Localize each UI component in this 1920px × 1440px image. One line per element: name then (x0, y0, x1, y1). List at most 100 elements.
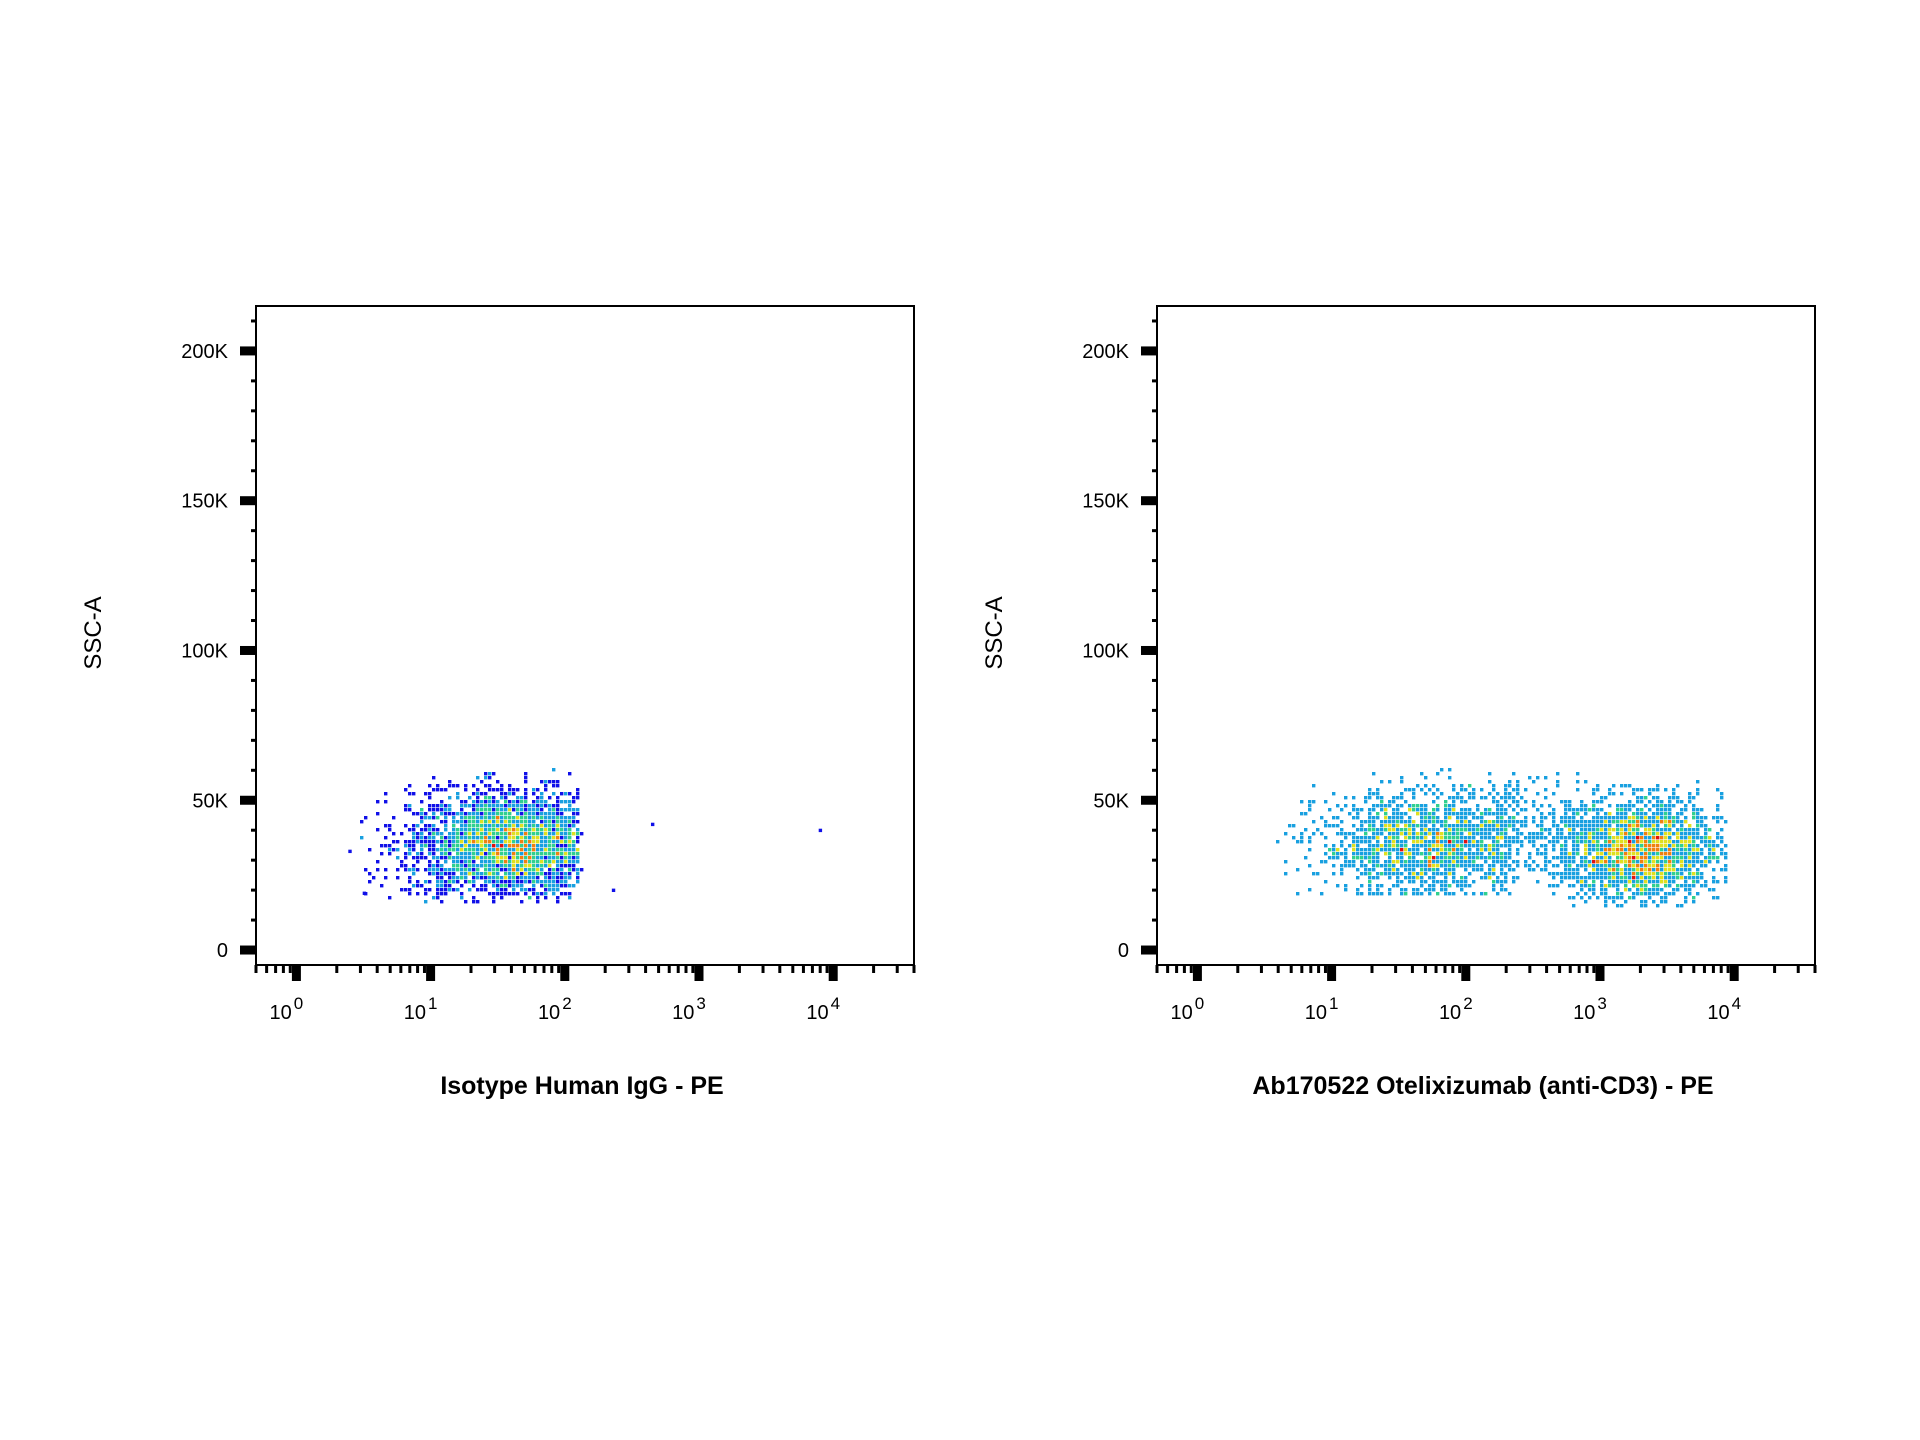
event-dot (1284, 860, 1288, 864)
event-dot (1620, 784, 1624, 788)
event-dot (1432, 784, 1436, 788)
event-dot (1576, 852, 1580, 856)
event-dot (472, 852, 476, 856)
event-dot (1528, 868, 1532, 872)
event-dot (1404, 892, 1408, 896)
event-dot (512, 860, 516, 864)
event-dot (1424, 852, 1428, 856)
event-dot (1696, 832, 1700, 836)
event-dot (1580, 860, 1584, 864)
event-dot (1408, 860, 1412, 864)
event-dot (1540, 852, 1544, 856)
event-dot (564, 884, 568, 888)
event-dot (1672, 804, 1676, 808)
event-dot (440, 844, 444, 848)
event-dot (444, 888, 448, 892)
event-dot (1428, 848, 1432, 852)
event-dot (1384, 816, 1388, 820)
event-dot (424, 844, 428, 848)
event-dot (464, 848, 468, 852)
event-dot (460, 816, 464, 820)
event-dot (1452, 812, 1456, 816)
event-dot (460, 800, 464, 804)
event-dot (1636, 888, 1640, 892)
event-dot (488, 800, 492, 804)
event-dot (1460, 888, 1464, 892)
event-dot (1624, 856, 1628, 860)
event-dot (476, 852, 480, 856)
event-dot (1588, 808, 1592, 812)
event-dot (540, 856, 544, 860)
event-dot (1512, 824, 1516, 828)
event-dot (412, 872, 416, 876)
event-dot (532, 824, 536, 828)
event-dot (1328, 808, 1332, 812)
event-dot (420, 808, 424, 812)
event-dot (1588, 884, 1592, 888)
x-axis: 10 0 10 1 10 2 10 3 10 4 (254, 965, 916, 1024)
event-dot (496, 888, 500, 892)
event-dot (1572, 872, 1576, 876)
event-dot (1368, 888, 1372, 892)
event-dot (488, 808, 492, 812)
event-dot (1652, 900, 1656, 904)
event-dot (1604, 900, 1608, 904)
event-dot (1720, 816, 1724, 820)
event-dot (1708, 888, 1712, 892)
event-dot (1552, 792, 1556, 796)
event-dot (488, 788, 492, 792)
event-dot (1568, 832, 1572, 836)
event-dot (1428, 856, 1432, 860)
event-dot (1436, 788, 1440, 792)
event-dot (508, 872, 512, 876)
event-dot (1564, 848, 1568, 852)
event-dot (1684, 896, 1688, 900)
event-dot (1600, 824, 1604, 828)
event-dot (1436, 860, 1440, 864)
event-dot (428, 840, 432, 844)
event-dot (428, 816, 432, 820)
event-dot (556, 832, 560, 836)
event-dot (528, 824, 532, 828)
event-dot (1456, 844, 1460, 848)
event-dot (496, 780, 500, 784)
event-dot (1484, 796, 1488, 800)
event-dot (1472, 852, 1476, 856)
event-dot (1636, 800, 1640, 804)
event-dot (464, 900, 468, 904)
event-dot (512, 876, 516, 880)
event-dot (1420, 820, 1424, 824)
event-dot (1392, 864, 1396, 868)
event-dot (1616, 860, 1620, 864)
event-dot (504, 808, 508, 812)
event-dot (1472, 880, 1476, 884)
event-dot (484, 800, 488, 804)
event-dot (1344, 888, 1348, 892)
y-tick-label: 100K (181, 640, 228, 662)
event-dot (1408, 852, 1412, 856)
event-dot (480, 852, 484, 856)
event-dot (1664, 788, 1668, 792)
event-dot (1376, 816, 1380, 820)
event-dot (552, 888, 556, 892)
event-dot (1584, 880, 1588, 884)
event-dot (476, 804, 480, 808)
event-dot (1660, 832, 1664, 836)
event-dot (1644, 832, 1648, 836)
event-dot (452, 888, 456, 892)
event-dot (556, 856, 560, 860)
event-dot (1560, 816, 1564, 820)
event-dot (432, 856, 436, 860)
event-dot (1460, 848, 1464, 852)
event-dot (1656, 812, 1660, 816)
event-dot (1556, 836, 1560, 840)
event-dot (1416, 852, 1420, 856)
event-dot (372, 876, 376, 880)
event-dot (1516, 800, 1520, 804)
event-dot (1504, 784, 1508, 788)
event-dot (1416, 864, 1420, 868)
event-dot (1608, 828, 1612, 832)
event-dot (1544, 796, 1548, 800)
event-dot (1340, 808, 1344, 812)
event-dot (1600, 888, 1604, 892)
